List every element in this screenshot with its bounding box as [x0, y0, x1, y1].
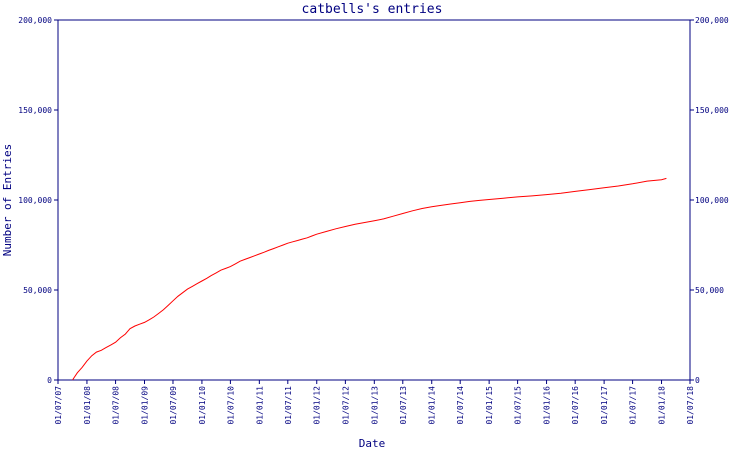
chart-title: catbells's entries [302, 2, 443, 17]
x-tick-label: 01/01/14 [428, 386, 437, 425]
x-tick-label: 01/07/14 [456, 386, 465, 425]
y-tick-label-left: 50,000 [23, 286, 52, 295]
x-tick-label: 01/07/11 [284, 386, 293, 425]
x-tick-label: 01/07/09 [169, 386, 178, 425]
x-tick-label: 01/01/08 [83, 386, 92, 425]
x-tick-label: 01/01/13 [370, 386, 379, 425]
x-tick-label: 01/07/10 [226, 386, 235, 425]
x-tick-label: 01/07/16 [571, 386, 580, 425]
x-tick-label: 01/01/17 [600, 386, 609, 425]
y-tick-label-left: 200,000 [18, 16, 52, 25]
y-tick-label-left: 100,000 [18, 196, 52, 205]
y-tick-label-right: 100,000 [695, 196, 729, 205]
y-tick-label-left: 0 [47, 376, 52, 385]
x-tick-label: 01/07/07 [54, 386, 63, 425]
x-axis-label: Date [359, 437, 386, 450]
x-tick-label: 01/07/12 [341, 386, 350, 425]
x-tick-label: 01/01/15 [485, 386, 494, 425]
x-tick-label: 01/01/16 [543, 386, 552, 425]
x-tick-label: 01/01/12 [313, 386, 322, 425]
y-tick-label-right: 150,000 [695, 106, 729, 115]
right-y-axis: 0 50,000 100,000 150,000 200,000 [690, 16, 729, 385]
x-tick-label: 01/01/18 [658, 386, 667, 425]
y-tick-label-right: 0 [695, 376, 700, 385]
x-tick-label: 01/01/10 [198, 386, 207, 425]
x-tick-label: 01/01/11 [255, 386, 264, 425]
entries-series-line [72, 177, 667, 381]
left-y-axis: 0 50,000 100,000 150,000 200,000 [18, 16, 58, 385]
x-tick-label: 01/07/18 [686, 386, 695, 425]
x-tick-label: 01/07/08 [112, 386, 121, 425]
plot-area-frame [57, 19, 691, 381]
x-tick-label: 01/07/17 [629, 386, 638, 425]
y-axis-label: Number of Entries [1, 144, 14, 257]
series-layer [72, 177, 667, 381]
y-tick-label-right: 200,000 [695, 16, 729, 25]
x-axis: 01/07/07 01/01/08 01/07/08 01/01/09 01/07/09… [54, 380, 695, 425]
x-tick-label: 01/07/13 [399, 386, 408, 425]
x-tick-label: 01/07/15 [514, 386, 523, 425]
y-tick-label-right: 50,000 [695, 286, 724, 295]
y-tick-label-left: 150,000 [18, 106, 52, 115]
x-tick-label: 01/01/09 [141, 386, 150, 425]
